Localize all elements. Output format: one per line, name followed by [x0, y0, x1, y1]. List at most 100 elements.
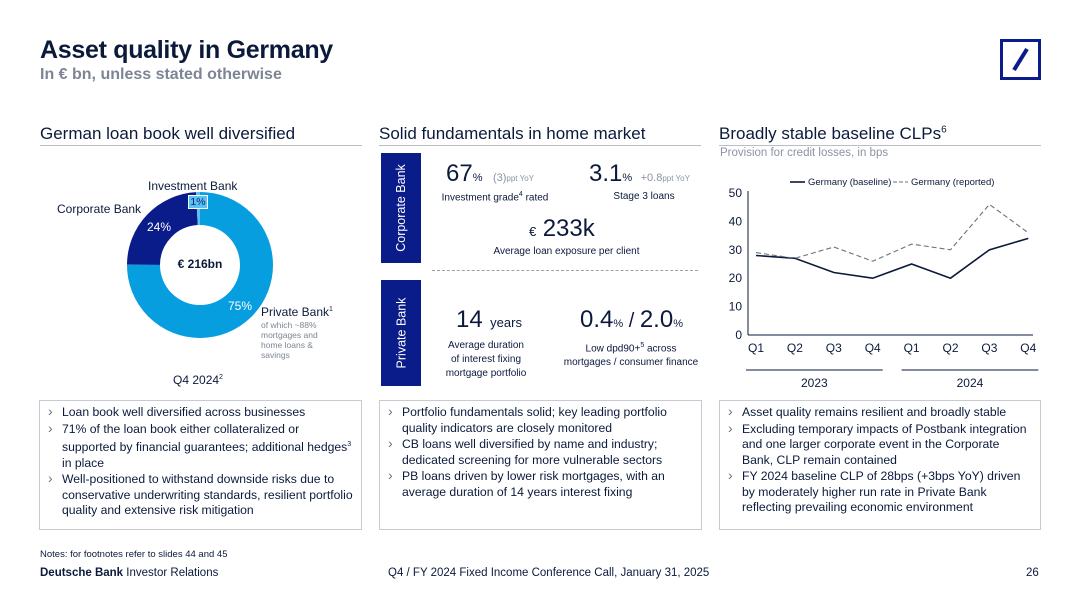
label-line: mortgage portfolio [445, 368, 527, 379]
kpi-unit: % [613, 318, 624, 330]
bullet-item: PB loans driven by lower risk mortgages,… [388, 468, 693, 500]
note-line: savings [261, 350, 290, 360]
legend-label-baseline: Germany (baseline) [808, 177, 891, 188]
footnote-ref: 1 [329, 306, 333, 313]
brand-name: Deutsche Bank [40, 567, 124, 579]
y-tick-label: 50 [729, 186, 743, 200]
heading-text: Broadly stable baseline CLPs [719, 124, 942, 143]
page-subtitle: In € bn, unless stated otherwise [40, 66, 282, 83]
clp-bullets: Asset quality remains resilient and broa… [719, 400, 1041, 530]
x-tick-label: Q1 [748, 341, 764, 355]
kpi-separator: / [623, 310, 640, 332]
footer-brand: Deutsche Bank Investor Relations [40, 567, 218, 579]
kpi-delta: +0.8 [640, 172, 663, 184]
x-tick-label: Q2 [942, 341, 958, 355]
stage3-label: Stage 3 loans [613, 191, 675, 202]
kpi-unit: % [673, 318, 683, 330]
label-private-bank-text: Private Bank [261, 305, 330, 319]
private-bank-band: Private Bank [381, 280, 421, 386]
pct-corporate-bank: 24% [147, 220, 172, 234]
corporate-bank-band: Corporate Bank [381, 153, 421, 263]
brand-tail: Investor Relations [123, 567, 219, 579]
bullet-item: Loan book well diversified across busine… [48, 404, 353, 421]
note-line: home loans & [261, 340, 313, 350]
page-number: 26 [1026, 567, 1039, 579]
pct-private-bank: 75% [228, 299, 253, 313]
kpi-delta-unit: ppt YoY [506, 174, 534, 183]
logo-slash-icon [1012, 47, 1029, 72]
label-text: Low dpd90+ [585, 343, 641, 355]
divider [40, 145, 362, 146]
kpi-value: 233k [542, 215, 595, 242]
bullet-text: 71% of the loan book either collateraliz… [62, 421, 348, 455]
deutsche-bank-logo [1000, 39, 1041, 80]
fundamentals-heading: Solid fundamentals in home market [379, 124, 646, 143]
investment-grade-kpi: 67% (3)ppt YoY [446, 160, 534, 188]
pct-investment-bank: 1% [188, 195, 208, 209]
kpi-delta-unit: ppt YoY [662, 174, 690, 183]
note-line: mortgages and [261, 330, 318, 340]
divider [379, 145, 701, 146]
legend-label-reported: Germany (reported) [911, 177, 994, 188]
y-tick-label: 40 [729, 214, 743, 228]
y-tick-label: 0 [735, 328, 742, 342]
label-text-tail: rated [522, 192, 549, 204]
x-tick-label: Q3 [826, 341, 842, 355]
kpi-unit: % [472, 172, 483, 184]
group-label: 2023 [801, 376, 828, 390]
footnote-ref: 2 [219, 374, 223, 381]
bullet-item: Portfolio fundamentals solid; key leadin… [388, 404, 693, 436]
donut-center-label: € 216bn [177, 257, 223, 271]
bullet-item: Asset quality remains resilient and broa… [728, 404, 1032, 421]
kpi-delta: (3) [492, 172, 507, 184]
bullet-text-tail: in place [62, 455, 105, 470]
bullet-item: FY 2024 baseline CLP of 28bps (+3bps YoY… [728, 468, 1032, 516]
label-investment-bank: Investment Bank [148, 179, 238, 193]
x-tick-label: Q3 [981, 341, 997, 355]
kpi-divider [432, 270, 698, 271]
date-text: Q4 2024 [173, 373, 220, 387]
dpd-kpi: 0.4% / 2.0% [580, 306, 683, 334]
loan-book-heading: German loan book well diversified [40, 124, 296, 143]
label-line: Average duration [448, 340, 524, 351]
x-tick-label: Q1 [904, 341, 920, 355]
footnote-ref: 5 [640, 342, 645, 349]
band-label: Private Bank [394, 297, 408, 369]
kpi-value: 0.4 [580, 306, 614, 333]
x-tick-label: Q4 [865, 341, 881, 355]
divider [719, 145, 1041, 146]
label-line: Low dpd90+5 across [556, 339, 706, 356]
avg-exposure-label: Average loan exposure per client [493, 246, 640, 257]
kpi-value: 3.1 [589, 160, 623, 187]
group-label: 2024 [957, 376, 984, 390]
label-corporate-bank: Corporate Bank [57, 202, 142, 216]
clp-heading: Broadly stable baseline CLPs6 [719, 124, 947, 144]
kpi-value: 67 [446, 160, 473, 187]
avg-exposure-kpi: € 233k [529, 215, 595, 243]
private-bank-note: of which ~88% mortgages and home loans &… [261, 320, 318, 360]
kpi-value: 2.0 [639, 306, 674, 333]
donut-date-label: Q4 20242 [173, 373, 223, 387]
label-text-tail: across [644, 343, 677, 355]
duration-kpi: 14 years [456, 306, 522, 334]
bullet-item: Excluding temporary impacts of Postbank … [728, 421, 1032, 469]
y-tick-label: 30 [729, 243, 743, 257]
clp-line-chart: 0 10 20 30 40 50 Q1 Q2 Q3 Q4 Q1 Q2 Q3 Q4 2023 2024 Germa… [729, 177, 1039, 390]
x-tick-label: Q2 [787, 341, 803, 355]
label-private-bank: Private Bank1 [261, 305, 333, 319]
clp-subheading: Provision for credit losses, in bps [720, 147, 889, 159]
page-title: Asset quality in Germany [40, 36, 333, 64]
footnotes-text: Notes: for footnotes refer to slides 44 … [40, 549, 228, 560]
footnote-ref: 4 [518, 191, 523, 198]
y-tick-label: 20 [729, 271, 743, 285]
dpd-label: Low dpd90+5 across mortgages / consumer … [556, 339, 706, 370]
note-line: of which ~88% [261, 320, 317, 330]
footnote-ref: 6 [941, 124, 947, 136]
series-line-reported [755, 203, 1029, 262]
kpi-value: 14 [456, 306, 483, 333]
y-tick-label: 10 [729, 300, 743, 314]
footnote-ref: 3 [347, 441, 352, 448]
bullet-item: Well-positioned to withstand downside ri… [48, 471, 353, 519]
label-line: of interest fixing [450, 354, 522, 365]
bullet-item: CB loans well diversified by name and in… [388, 436, 693, 468]
